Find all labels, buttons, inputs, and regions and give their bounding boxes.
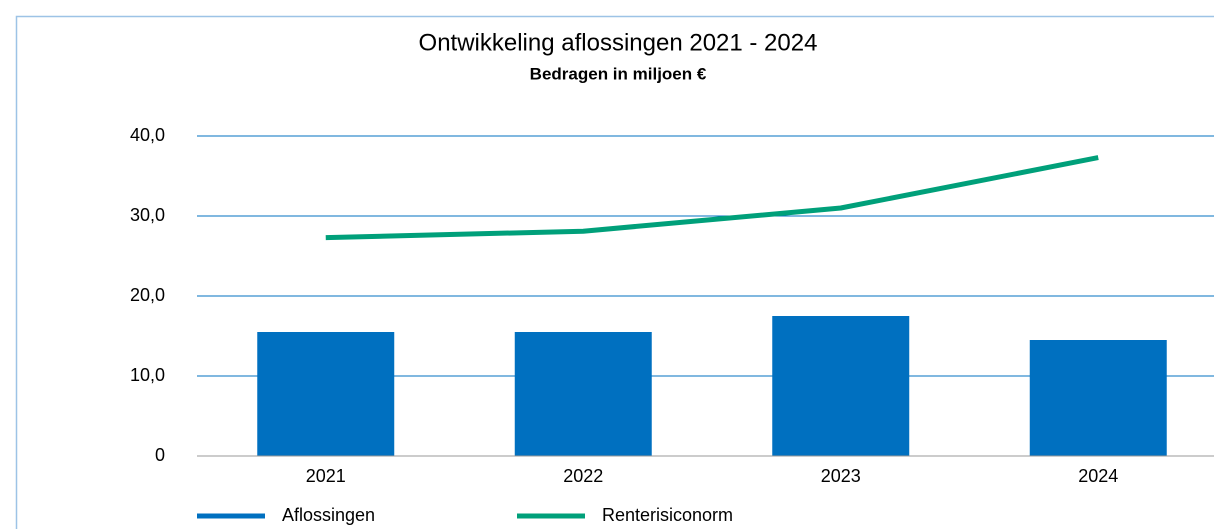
bar: [772, 316, 910, 456]
chart-subtitle: Bedragen in miljoen €: [530, 64, 707, 83]
chart-title: Ontwikkeling aflossingen 2021 - 2024: [419, 29, 818, 56]
legend-label: Renterisiconorm: [602, 505, 733, 525]
x-tick-label: 2023: [821, 466, 861, 486]
x-tick-label: 2021: [306, 466, 346, 486]
y-tick-label: 40,0: [130, 125, 165, 145]
x-tick-label: 2022: [563, 466, 603, 486]
y-tick-label: 10,0: [130, 365, 165, 385]
y-tick-label: 0: [155, 445, 165, 465]
bar: [1029, 340, 1167, 456]
frame: [15, 15, 1214, 529]
legend-label: Aflossingen: [282, 505, 375, 525]
bar: [257, 332, 395, 456]
y-tick-label: 20,0: [130, 285, 165, 305]
bar: [514, 332, 652, 456]
line: [325, 155, 1099, 241]
y-tick-label: 30,0: [130, 205, 165, 225]
x-tick-label: 2024: [1078, 466, 1118, 486]
